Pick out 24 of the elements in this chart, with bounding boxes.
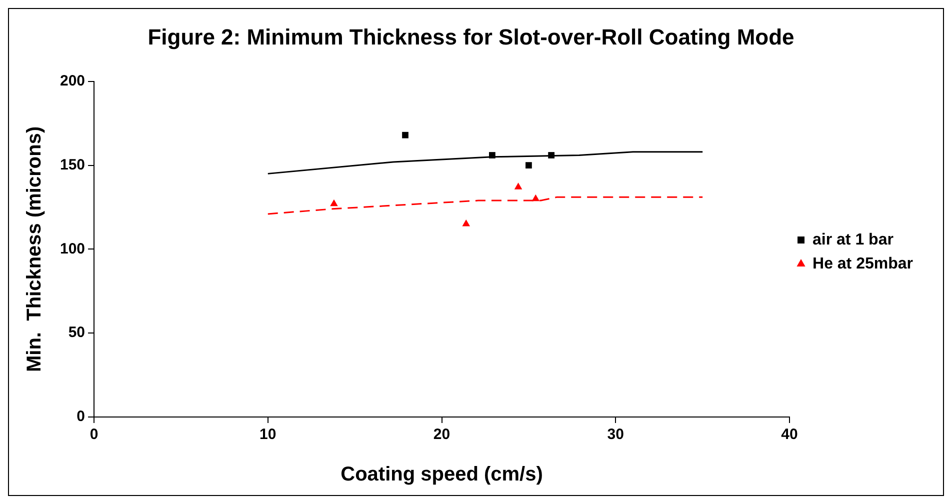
x-tick-label: 10	[260, 426, 276, 444]
point	[402, 132, 408, 138]
y-tick-label: 50	[68, 324, 86, 342]
y-tick-label: 150	[60, 156, 86, 174]
point	[532, 194, 540, 202]
point	[526, 162, 532, 168]
y-tick-label: 100	[60, 240, 86, 258]
point	[514, 182, 522, 190]
point	[462, 220, 470, 226]
x-tick-label: 30	[607, 426, 624, 444]
chart-title: Figure 2: Minimum Thickness for Slot-over-Roll Coating Mode	[148, 24, 794, 50]
x-tick-label: 0	[90, 426, 98, 444]
legend-label: He at 25mbar	[812, 255, 914, 272]
y-tick-label: 200	[60, 72, 86, 90]
y-tick-label: 0	[76, 408, 86, 426]
point	[489, 152, 496, 158]
x-tick-label: 20	[433, 426, 450, 444]
legend-label: air at 1 bar	[812, 231, 894, 248]
x-tick-label: 40	[781, 426, 798, 444]
line-series	[267, 196, 704, 215]
point	[330, 199, 338, 206]
point	[548, 152, 554, 158]
x-axis-title: Coating speed (cm/s)	[340, 464, 543, 486]
y-axis-title: Min. Thickness (microns)	[24, 126, 46, 372]
